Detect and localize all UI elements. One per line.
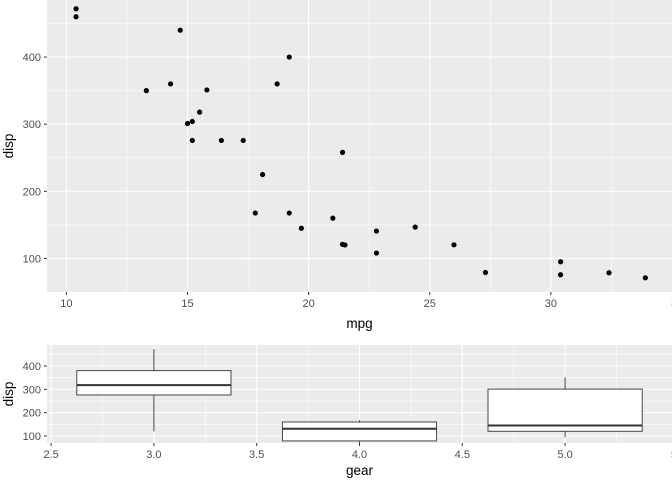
x-tick-label: 3.5 xyxy=(249,449,264,461)
x-axis-title: mpg xyxy=(346,316,372,331)
scatter-point xyxy=(204,87,210,93)
scatter-point xyxy=(642,275,648,281)
boxplot-plot: 1002003004002.53.03.54.04.55.05.5geardis… xyxy=(1,345,672,478)
scatter-point xyxy=(373,228,380,234)
boxplot-box xyxy=(281,420,438,443)
scatter-plot: 100200300400101520253035mpgdisp xyxy=(1,0,672,331)
y-axis-title: disp xyxy=(1,382,16,407)
scatter-point xyxy=(274,81,280,87)
scatter-point xyxy=(373,250,380,256)
scatter-point xyxy=(286,54,292,60)
scatter-point xyxy=(167,81,174,87)
y-tick-label: 100 xyxy=(23,253,41,265)
scatter-point xyxy=(177,27,183,33)
x-tick-label: 3.0 xyxy=(146,449,161,461)
y-tick-label: 100 xyxy=(23,431,41,443)
scatter-point xyxy=(298,225,304,231)
x-tick-label: 4.0 xyxy=(352,449,367,461)
scatter-point xyxy=(143,88,149,94)
scatter-point xyxy=(557,259,564,265)
scatter-point xyxy=(240,137,246,144)
scatter-point xyxy=(252,210,258,216)
scatter-point xyxy=(184,120,191,127)
boxplot-box xyxy=(76,349,232,432)
scatter-point xyxy=(189,137,195,144)
boxplot-iqr-rect xyxy=(281,421,438,442)
y-tick-label: 200 xyxy=(23,186,41,198)
y-tick-label: 400 xyxy=(23,52,41,64)
plot-panel-background xyxy=(47,0,672,292)
scatter-point xyxy=(197,109,203,115)
x-tick-label: 30 xyxy=(545,298,557,310)
y-axis-title: disp xyxy=(1,134,16,159)
y-tick-label: 300 xyxy=(23,384,41,396)
scatter-point xyxy=(557,272,564,278)
scatter-point xyxy=(451,242,457,248)
x-tick-label: 4.5 xyxy=(455,449,470,461)
scatter-point xyxy=(606,270,612,276)
scatter-point xyxy=(73,6,79,12)
boxplot-iqr-rect xyxy=(76,370,232,396)
scatter-point xyxy=(286,210,292,216)
y-tick-label: 300 xyxy=(23,119,41,131)
scatter-point xyxy=(482,269,489,276)
boxplot-iqr-rect xyxy=(487,388,643,432)
x-tick-label: 20 xyxy=(303,298,315,310)
boxplot-box xyxy=(487,377,643,438)
x-tick-label: 2.5 xyxy=(43,449,58,461)
x-tick-label: 5.0 xyxy=(557,449,572,461)
y-tick-label: 400 xyxy=(23,361,41,373)
scatter-point xyxy=(189,118,195,125)
scatter-point xyxy=(73,14,79,20)
scatter-point xyxy=(260,171,266,178)
x-tick-label: 25 xyxy=(424,298,436,310)
scatter-point xyxy=(342,242,348,248)
x-tick-label: 15 xyxy=(181,298,193,310)
x-axis-title: gear xyxy=(346,463,374,478)
y-tick-label: 200 xyxy=(23,408,41,420)
scatter-point xyxy=(412,224,418,230)
scatter-point xyxy=(339,149,346,155)
scatter-point xyxy=(330,215,336,221)
x-tick-label: 10 xyxy=(60,298,72,310)
scatter-point xyxy=(218,137,225,144)
